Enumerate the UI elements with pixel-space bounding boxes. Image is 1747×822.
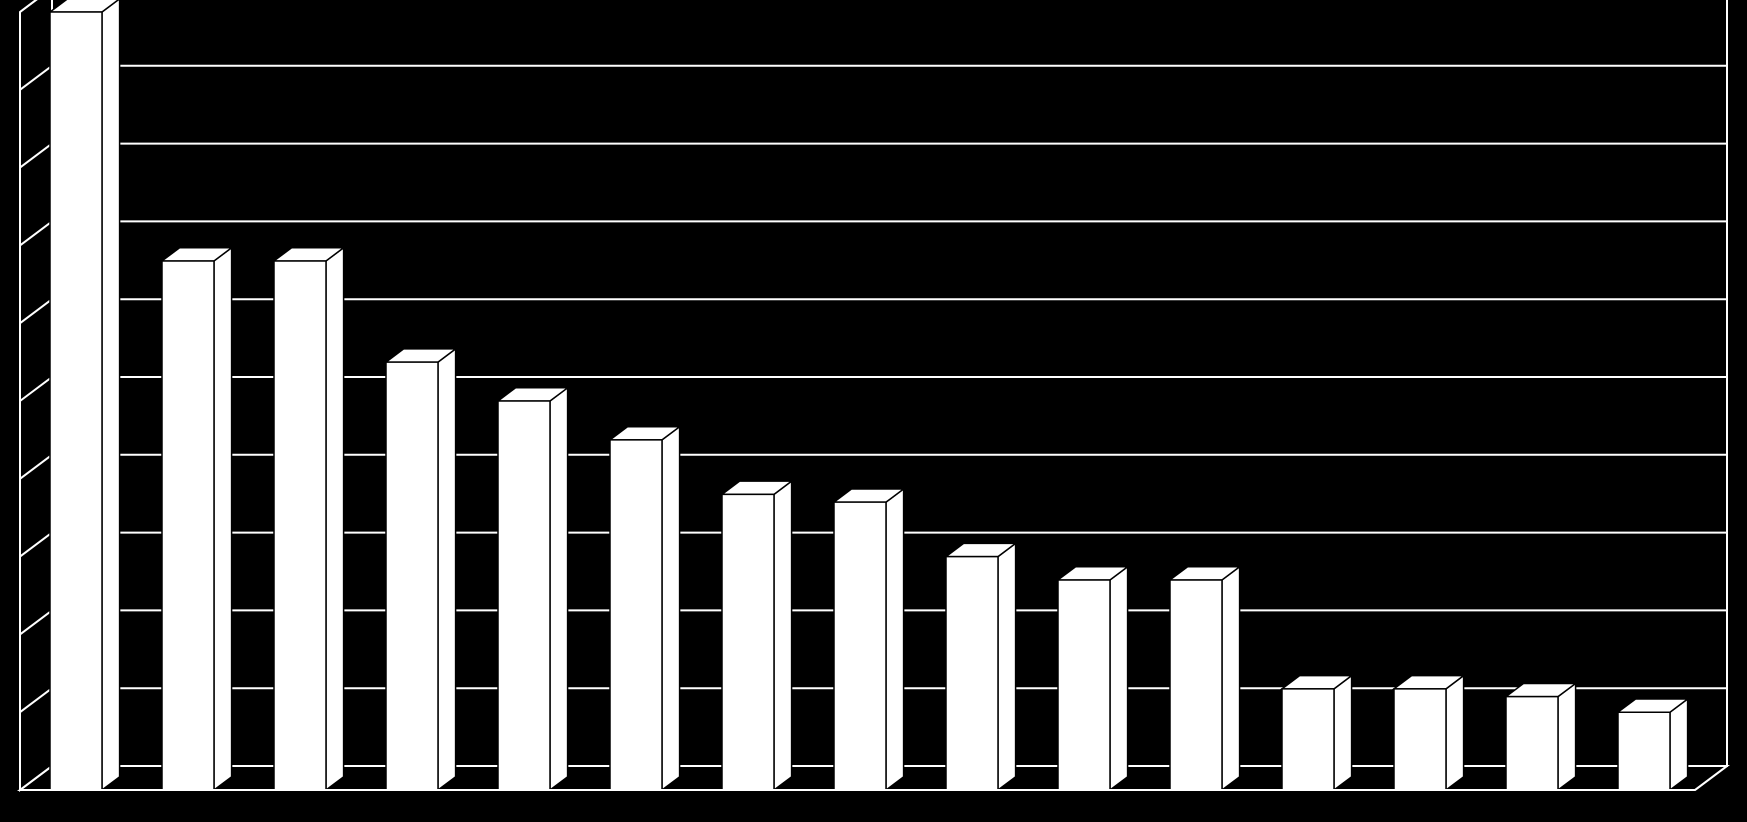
bar-side-face	[1558, 683, 1576, 790]
bar-side-face	[1110, 567, 1128, 790]
bar-side-face	[662, 427, 680, 790]
bar	[162, 248, 232, 790]
bar-front-face	[1058, 580, 1110, 790]
bar-side-face	[1334, 676, 1352, 790]
bar-front-face	[498, 401, 550, 790]
bar-front-face	[834, 502, 886, 790]
bar-front-face	[274, 261, 326, 790]
bar-front-face	[1170, 580, 1222, 790]
bar	[1394, 676, 1464, 790]
bar	[274, 248, 344, 790]
bar	[1618, 699, 1688, 790]
bar-front-face	[1394, 689, 1446, 790]
bar-front-face	[1282, 689, 1334, 790]
bar-front-face	[610, 440, 662, 790]
bar-side-face	[438, 349, 456, 790]
bar-front-face	[946, 557, 998, 790]
bar	[50, 0, 120, 790]
bar	[1282, 676, 1352, 790]
bar-front-face	[1506, 697, 1558, 790]
bar	[1058, 567, 1128, 790]
bar-side-face	[998, 543, 1016, 790]
bar-front-face	[162, 261, 214, 790]
bar	[722, 481, 792, 790]
bar-side-face	[550, 388, 568, 790]
bar	[610, 427, 680, 790]
bar-chart-3d	[0, 0, 1747, 822]
bar-front-face	[50, 12, 102, 790]
bar-front-face	[722, 494, 774, 790]
bar-side-face	[774, 481, 792, 790]
bar	[946, 543, 1016, 790]
bar	[834, 489, 904, 790]
bar-side-face	[1670, 699, 1688, 790]
bar-front-face	[386, 362, 438, 790]
bar-side-face	[886, 489, 904, 790]
bar-side-face	[1446, 676, 1464, 790]
left-wall	[20, 0, 52, 790]
bar	[1170, 567, 1240, 790]
bar-side-face	[214, 248, 232, 790]
bar-side-face	[1222, 567, 1240, 790]
bar	[1506, 683, 1576, 790]
bar	[386, 349, 456, 790]
bar-side-face	[326, 248, 344, 790]
bar-front-face	[1618, 712, 1670, 790]
bar	[498, 388, 568, 790]
bar-side-face	[102, 0, 120, 790]
